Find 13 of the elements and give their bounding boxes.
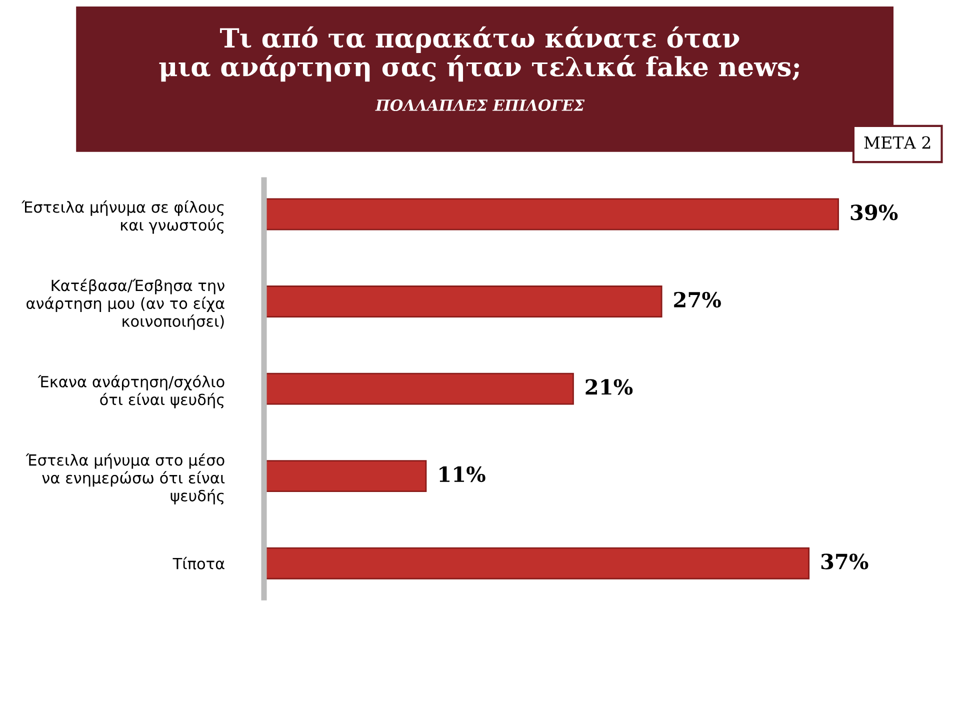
data-label: 27% [674, 292, 721, 308]
y-tick-label: Κατέβασα/Έσβησα την ανάρτηση μου (αν το είχα κοινοποιήσει) [26, 278, 224, 330]
data-label: 11% [440, 466, 486, 482]
y-tick-label: Έστειλα μήνυμα στο μέσο να ενημερώσω ότι είναι ψευδής [26, 453, 225, 504]
data-label: 37% [821, 554, 868, 570]
data-label: 39% [850, 204, 898, 220]
chart-subtitle: ΠΟΛΛΑΠΛΕΣ ΕΠΙΛΟΓΕΣ [375, 99, 585, 111]
y-tick-label: Έκανα ανάρτηση/σχόλιο ότι είναι ψευδής [38, 374, 224, 408]
y-tick-label: Έστειλα μήνυμα σε φίλους και γνωστούς [22, 200, 224, 234]
y-tick-label: Τίποτα [172, 556, 224, 570]
chart-title: Τι από τα παρακάτω κάνατε όταν μια ανάρτηση σας ήταν τελικά fake news; [159, 26, 800, 82]
data-label: 21% [586, 379, 633, 395]
text: ΜΕΤΑ 2 [864, 136, 930, 149]
